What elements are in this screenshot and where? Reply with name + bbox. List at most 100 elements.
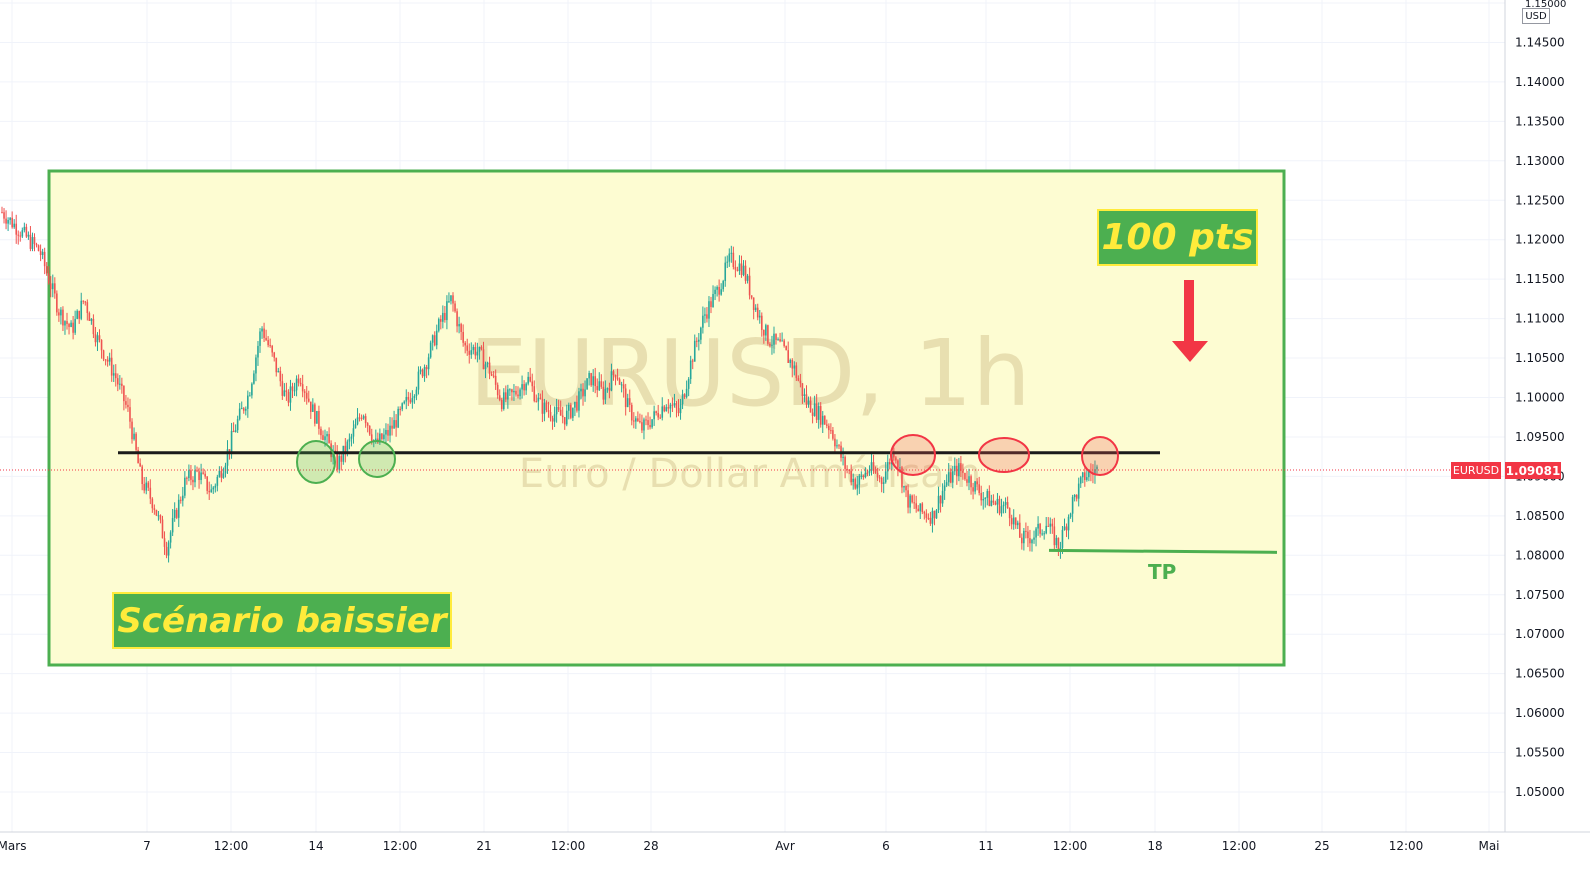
candle-body (305, 392, 308, 399)
candle-body (350, 436, 353, 439)
price-axis[interactable]: 1.14500 1.14000 1.13500 1.13000 1.12500 1.120… (1515, 0, 1566, 799)
tp-label: TP (1148, 560, 1177, 584)
candle-body (842, 456, 844, 458)
candle-body (1041, 533, 1043, 535)
candle-body (543, 402, 546, 414)
candle-body (661, 406, 664, 418)
candle-body (740, 263, 743, 275)
candle-body (25, 226, 28, 237)
candle-body (557, 406, 560, 410)
candle-body (622, 384, 625, 389)
candle-body (456, 311, 458, 327)
candle-body (145, 482, 148, 491)
candle-body (307, 398, 310, 402)
candle-body (240, 408, 243, 410)
candle-body (586, 378, 588, 390)
time-tick-label: 21 (476, 839, 491, 853)
candle-body (878, 477, 881, 479)
candle-body (1019, 522, 1021, 538)
candle-body (131, 421, 133, 440)
candle-body (226, 449, 229, 466)
candle-body (163, 538, 166, 547)
candle-body (494, 375, 497, 385)
candle-body (98, 335, 101, 340)
candle-body (919, 503, 922, 512)
candle-body (511, 389, 513, 393)
currency-badge[interactable]: USD (1522, 8, 1550, 24)
candle-body (649, 425, 651, 428)
candle-body (817, 406, 820, 420)
candle-body (381, 433, 383, 440)
candle-body (939, 495, 942, 504)
candle-body (531, 381, 534, 387)
time-tick-label: 14 (308, 839, 323, 853)
candle-body (618, 379, 621, 385)
candle-body (596, 386, 599, 391)
candle-body (271, 345, 273, 353)
candle-body (819, 406, 822, 425)
candle-body (793, 365, 796, 369)
time-tick-label: Avr (775, 839, 795, 853)
watermark-title: EURUSD, 1h (469, 320, 1030, 427)
candle-body (119, 383, 121, 385)
candle-body (39, 250, 42, 255)
candle-body (206, 476, 208, 491)
candle-body (604, 388, 607, 400)
candle-body (976, 481, 978, 485)
candle-body (1086, 477, 1088, 480)
candle-body (651, 419, 653, 428)
candle-body (925, 513, 928, 518)
candle-body (884, 471, 887, 483)
candle-body (1039, 523, 1041, 534)
candle-body (94, 334, 97, 343)
candle-body (236, 419, 239, 431)
candle-body (706, 314, 708, 319)
candle-body (584, 389, 586, 397)
price-tick-label: 1.13500 (1515, 114, 1565, 128)
candle-body (230, 430, 233, 452)
candle-body (147, 482, 150, 488)
candle-body (442, 312, 444, 322)
candle-body (320, 428, 322, 436)
candle-body (169, 532, 172, 543)
candle-body (498, 395, 501, 400)
candle-body (76, 310, 78, 319)
candle-body (958, 463, 960, 477)
candle-body (66, 321, 68, 325)
scenario-box (47, 169, 1286, 667)
candle-body (956, 465, 958, 477)
candle-body (1073, 494, 1076, 498)
candle-body (758, 315, 761, 318)
candle-body (539, 397, 542, 400)
candle-body (663, 406, 666, 412)
candle-body (263, 328, 265, 338)
candle-body (249, 395, 251, 397)
candle-body (809, 400, 812, 413)
candle-body (222, 473, 225, 478)
time-tick-label: 12:00 (383, 839, 418, 853)
candle-body (659, 417, 662, 419)
candle-body (1057, 537, 1060, 550)
time-axis[interactable]: Mars 7 12:00 14 12:00 21 12:00 28 Avr 6 11 12:00 18 1… (0, 839, 1500, 853)
candle-body (602, 386, 605, 400)
candle-body (738, 263, 741, 271)
candle-body (815, 403, 818, 420)
candle-body (781, 340, 783, 342)
candle-body (992, 500, 995, 503)
candle-body (129, 407, 131, 422)
candle-body (578, 391, 580, 411)
candle-body (724, 262, 727, 281)
candle-body (996, 498, 999, 505)
price-tick-label: 1.05000 (1515, 785, 1565, 799)
candle-body (253, 373, 255, 384)
candle-body (431, 335, 434, 343)
take-profit-line[interactable] (1048, 548, 1278, 554)
candle-body (720, 289, 722, 295)
candle-body (251, 383, 253, 396)
candle-body (626, 398, 629, 408)
candle-body (255, 357, 257, 374)
candle-body (80, 300, 83, 319)
candle-body (43, 251, 46, 267)
